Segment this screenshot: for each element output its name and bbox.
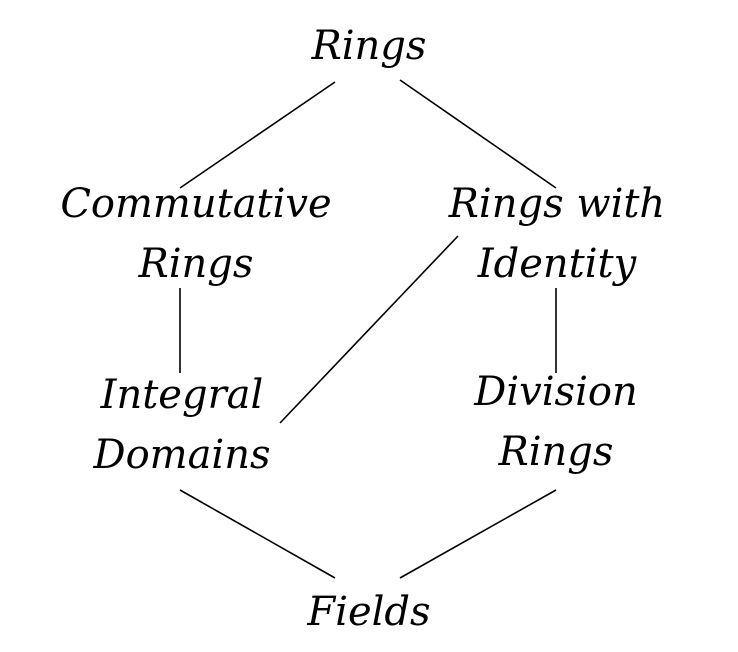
edge-rings-with-identity-integral-domains [279, 235, 459, 424]
node-rings-label: Rings [311, 23, 427, 69]
node-fields-label: Fields [307, 589, 431, 635]
edge-division-rings-fields [399, 489, 557, 579]
edge-integral-domains-fields [179, 489, 336, 579]
node-fields: Fields [307, 582, 430, 642]
node-commutative-rings-line-1: Commutative [60, 181, 332, 227]
node-commutative-rings: Commutative Rings [60, 174, 331, 294]
node-commutative-rings-line-2: Rings [138, 241, 254, 287]
edge-rings-rings-with-identity [399, 79, 557, 189]
node-division-rings-line-1: Division [474, 369, 638, 415]
node-division-rings-line-2: Rings [498, 429, 614, 475]
node-rings-with-identity-line-1: Rings with [448, 181, 666, 227]
node-integral-domains-line-2: Domains [93, 432, 271, 478]
node-division-rings: Division Rings [474, 362, 637, 482]
node-integral-domains-line-1: Integral [100, 372, 264, 418]
edge-rings-commutative-rings [179, 81, 336, 189]
node-rings-with-identity-line-2: Identity [477, 241, 637, 287]
node-integral-domains: Integral Domains [93, 365, 270, 485]
node-rings-with-identity: Rings with Identity [449, 174, 665, 294]
node-rings: Rings [312, 16, 427, 76]
